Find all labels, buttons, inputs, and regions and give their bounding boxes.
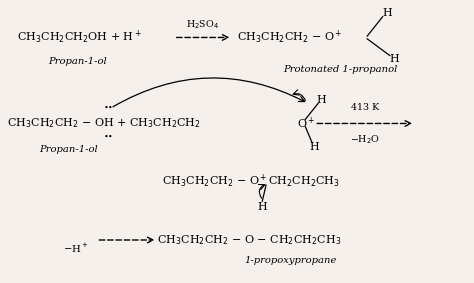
Text: CH$_3$CH$_2$CH$_2$ $-$ O $-$ CH$_2$CH$_2$CH$_3$: CH$_3$CH$_2$CH$_2$ $-$ O $-$ CH$_2$CH$_2… — [157, 233, 342, 247]
Text: ••: •• — [103, 104, 113, 112]
Text: H: H — [390, 54, 399, 64]
Text: 1-propoxypropane: 1-propoxypropane — [245, 256, 337, 265]
Text: H$_2$SO$_4$: H$_2$SO$_4$ — [186, 19, 219, 31]
Text: $-$H$^+$: $-$H$^+$ — [63, 242, 88, 255]
Text: Propan-1-ol: Propan-1-ol — [39, 145, 98, 154]
Text: Protonated 1-propanol: Protonated 1-propanol — [283, 65, 397, 74]
Text: Propan-1-ol: Propan-1-ol — [48, 57, 107, 66]
Text: 413 K: 413 K — [351, 103, 379, 112]
Text: H: H — [382, 8, 392, 18]
Text: CH$_3$CH$_2$CH$_2$ $-$ O$^+$: CH$_3$CH$_2$CH$_2$ $-$ O$^+$ — [237, 29, 343, 46]
Text: $-$H$_2$O: $-$H$_2$O — [350, 133, 380, 146]
Text: CH$_3$CH$_2$CH$_2$OH + H$^+$: CH$_3$CH$_2$CH$_2$OH + H$^+$ — [17, 29, 142, 46]
Text: CH$_3$CH$_2$CH$_2$ $-$ OH + CH$_3$CH$_2$CH$_2$: CH$_3$CH$_2$CH$_2$ $-$ OH + CH$_3$CH$_2$… — [8, 117, 201, 130]
Text: H: H — [257, 202, 267, 212]
Text: H: H — [309, 142, 319, 152]
Text: CH$_3$CH$_2$CH$_2$ $-$ O$^+$CH$_2$CH$_2$CH$_3$: CH$_3$CH$_2$CH$_2$ $-$ O$^+$CH$_2$CH$_2$… — [162, 173, 340, 190]
Text: O$^+$: O$^+$ — [297, 116, 316, 131]
Text: ••: •• — [103, 133, 113, 141]
Text: H: H — [317, 95, 326, 105]
